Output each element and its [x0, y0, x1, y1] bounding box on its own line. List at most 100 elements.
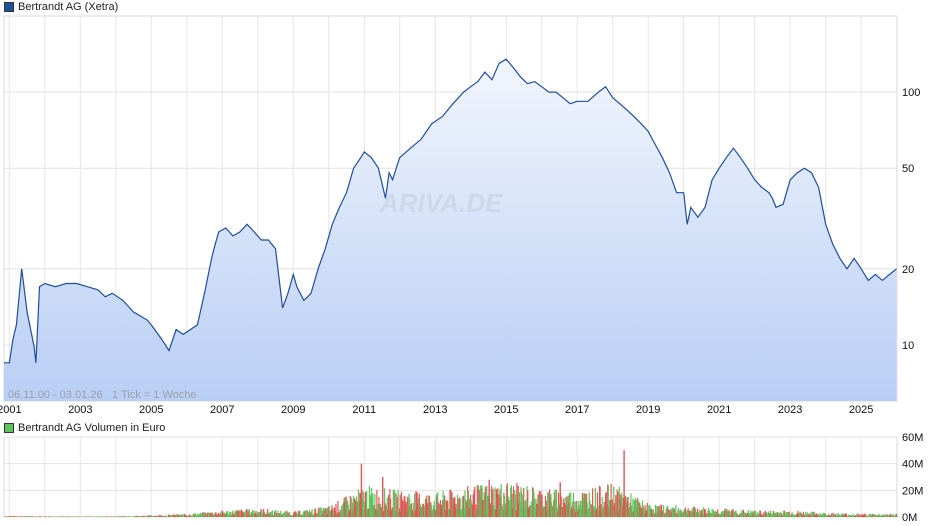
volume-bar — [293, 512, 295, 517]
volume-bar — [322, 510, 324, 517]
volume-bar — [858, 513, 860, 517]
volume-bar — [471, 503, 473, 517]
volume-bar — [583, 493, 585, 517]
volume-bar — [650, 509, 652, 517]
volume-bar — [274, 511, 276, 517]
tick-interval-label: 1 Tick = 1 Woche — [112, 389, 196, 401]
volume-bar — [267, 509, 269, 517]
volume-bar — [600, 511, 603, 517]
volume-bar — [195, 515, 197, 517]
volume-bar — [315, 513, 317, 517]
volume-bar — [682, 512, 684, 517]
volume-bar — [466, 501, 468, 517]
volume-bar — [577, 500, 579, 517]
volume-bar — [400, 491, 403, 517]
volume-bar — [344, 496, 347, 517]
volume-bar — [792, 515, 794, 517]
volume-peak-bar — [488, 479, 490, 517]
volume-bar — [788, 511, 790, 517]
volume-bar — [321, 507, 323, 517]
volume-bar — [514, 490, 516, 517]
volume-bar — [764, 514, 766, 517]
volume-bar — [511, 493, 513, 517]
volume-bar — [521, 494, 523, 517]
volume-y-tick-label: 20M — [902, 485, 923, 497]
volume-bar — [643, 508, 645, 517]
volume-bar — [406, 510, 408, 517]
volume-bar — [359, 493, 361, 517]
volume-bar — [743, 514, 745, 517]
volume-bar — [328, 506, 330, 517]
volume-bar — [439, 500, 441, 517]
volume-bar — [796, 513, 798, 517]
volume-bar — [794, 514, 796, 517]
volume-bar — [390, 498, 392, 517]
volume-bar — [461, 508, 463, 517]
volume-bar — [789, 515, 791, 517]
volume-bar — [177, 515, 179, 517]
volume-bar — [783, 510, 785, 517]
volume-bar — [665, 513, 667, 517]
volume-bar — [350, 510, 352, 517]
volume-bar — [182, 514, 184, 517]
volume-bar — [501, 506, 504, 517]
volume-bar — [566, 496, 568, 517]
volume-bar — [351, 502, 353, 517]
volume-bar — [536, 503, 538, 517]
volume-bar — [203, 512, 205, 517]
volume-bar — [234, 511, 236, 517]
volume-bar — [194, 513, 196, 517]
volume-bar — [856, 513, 858, 517]
volume-bar — [26, 516, 29, 517]
volume-bar — [518, 503, 520, 517]
volume-bar — [683, 510, 685, 517]
volume-bar — [671, 507, 674, 517]
volume-bar — [387, 509, 389, 517]
volume-bar — [697, 508, 699, 517]
volume-bar — [215, 514, 218, 517]
volume-bar — [189, 514, 191, 517]
volume-bar — [247, 510, 249, 517]
volume-bar — [379, 505, 381, 517]
volume-bar — [173, 514, 175, 517]
volume-bar — [376, 490, 378, 517]
volume-bar — [453, 499, 455, 517]
volume-bar — [811, 511, 813, 517]
volume-bar — [427, 503, 429, 517]
volume-bar — [803, 514, 805, 517]
volume-bar — [252, 510, 254, 517]
volume-bar — [190, 516, 192, 517]
volume-bar — [529, 505, 532, 517]
volume-bar — [861, 514, 863, 517]
volume-bar — [136, 515, 138, 517]
volume-bar — [656, 506, 658, 517]
volume-bar — [661, 510, 663, 517]
volume-bar — [630, 505, 633, 517]
volume-bar — [666, 506, 668, 517]
volume-bar — [115, 516, 117, 517]
volume-bar — [738, 515, 740, 517]
volume-bar — [175, 515, 177, 517]
volume-bar — [628, 506, 631, 517]
volume-bar — [579, 504, 581, 517]
volume-bar — [676, 513, 678, 517]
volume-bar — [437, 502, 439, 517]
volume-bar — [833, 513, 835, 517]
volume-bar — [433, 501, 435, 517]
volume-bar — [370, 494, 372, 517]
volume-bar — [895, 513, 897, 517]
volume-bar — [342, 502, 345, 517]
volume-bar — [740, 513, 742, 517]
volume-bar — [880, 515, 882, 517]
volume-bar — [658, 507, 660, 517]
volume-bar — [213, 515, 215, 517]
volume-bar — [517, 486, 519, 517]
volume-bar — [220, 512, 222, 517]
volume-bar — [26, 516, 28, 517]
volume-bar — [464, 490, 466, 517]
volume-bar — [519, 492, 521, 517]
volume-bar — [273, 514, 275, 517]
volume-bar — [702, 507, 704, 517]
volume-bar — [265, 514, 267, 517]
volume-bar — [659, 510, 661, 517]
